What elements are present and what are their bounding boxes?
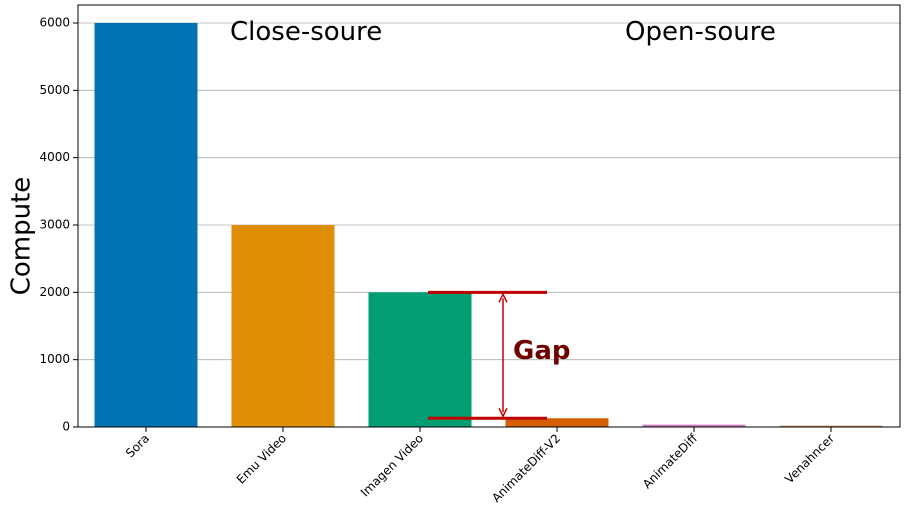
bar [642, 424, 746, 427]
grid-lines [78, 22, 900, 428]
x-tick-label: Venahncer [782, 431, 837, 486]
plot-frame [77, 4, 901, 428]
y-tick-label: 4000 [39, 150, 70, 164]
y-tick-label: 0 [62, 420, 70, 434]
x-ticks: Sora Emu Video Imagen Video AnimateDiff-V2 A… [123, 427, 837, 505]
gap-arrow-down-head [498, 407, 508, 418]
gap-annotation [428, 290, 547, 420]
y-tick-label: 6000 [39, 16, 70, 30]
bar [94, 23, 198, 427]
y-ticks: 0 1000 2000 3000 4000 5000 6000 [39, 16, 78, 434]
open-source-label: Open-soure [625, 17, 776, 47]
gap-label: Gap [513, 336, 571, 366]
x-tick-label: Sora [123, 431, 152, 460]
bar [505, 418, 609, 427]
y-tick-label: 3000 [39, 218, 70, 232]
bar [368, 292, 472, 427]
bars [94, 23, 883, 427]
y-axis-label: Compute [7, 177, 37, 296]
gap-arrow-up-head [498, 292, 508, 303]
bar [779, 425, 883, 427]
x-tick-label: AnimateDiff-V2 [489, 431, 563, 505]
bar [231, 225, 335, 427]
x-tick-label: Imagen Video [358, 431, 426, 499]
x-tick-label: AnimateDiff [640, 431, 701, 492]
closed-source-label: Close-soure [230, 17, 382, 47]
y-tick-label: 5000 [39, 83, 70, 97]
y-tick-label: 1000 [39, 352, 70, 366]
x-tick-label: Emu Video [234, 431, 289, 486]
y-tick-label: 2000 [39, 285, 70, 299]
